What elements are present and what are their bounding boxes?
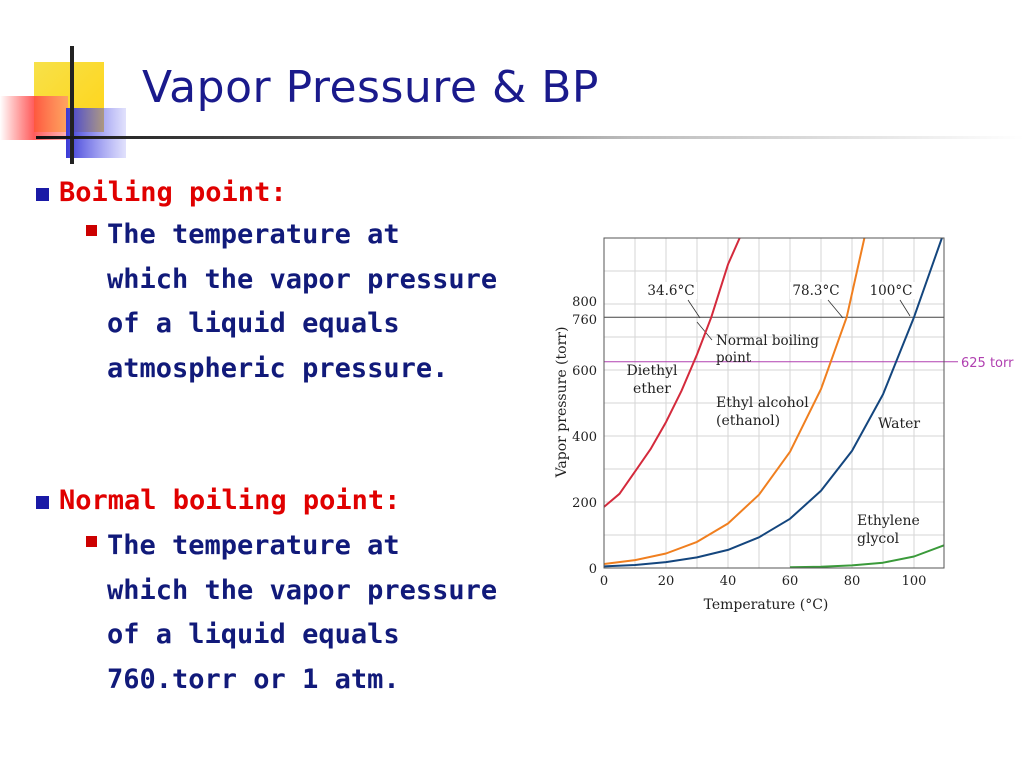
- y-tick-label: 400: [572, 430, 597, 445]
- y-tick-label: 200: [572, 496, 597, 511]
- y-tick-label: 760: [572, 313, 597, 328]
- series-line-ethylene: [789, 544, 944, 568]
- curve-label-water: Water: [878, 416, 920, 432]
- red-square-bullet-icon: [86, 536, 97, 547]
- series-line-water: [604, 238, 943, 568]
- boiling-point-annotation: 34.6°C: [647, 283, 694, 299]
- annotation-leader-line: [899, 299, 911, 317]
- y-tick-label: 800: [572, 295, 597, 310]
- blue-square-bullet-icon: [36, 188, 49, 201]
- corner-decoration: [0, 46, 126, 164]
- boiling-point-annotation: 78.3°C: [792, 283, 839, 299]
- annotation-bg: [790, 282, 842, 299]
- bullet-normal-boiling-point: Normal boiling point:: [36, 484, 400, 518]
- x-tick-label: 100: [902, 574, 927, 589]
- page-title: Vapor Pressure & BP: [142, 62, 599, 113]
- curve-label-ethyl: Ethyl alcohol: [716, 395, 809, 411]
- x-axis-label: Temperature (°C): [704, 597, 829, 613]
- annotation-bg: [865, 282, 917, 299]
- curve-label-ethyl: (ethanol): [716, 413, 780, 429]
- curve-label-diethyl: Diethyl: [626, 363, 678, 379]
- y-tick-label: 600: [572, 364, 597, 379]
- sub-bullet-boiling-point: The temperature at which the vapor press…: [86, 213, 497, 391]
- series-line-diethyl: [604, 238, 741, 508]
- sub-bullet-normal-boiling-point: The temperature at which the vapor press…: [86, 524, 497, 702]
- bullet-heading: Boiling point:: [59, 177, 287, 208]
- annotation-bg: [645, 282, 697, 299]
- bullet-detail: The temperature at which the vapor press…: [107, 219, 498, 384]
- y-tick-label: 0: [589, 562, 597, 577]
- bullet-heading: Normal boiling point:: [59, 485, 401, 516]
- x-tick-label: 0: [600, 574, 608, 589]
- reference-line-label: 625 torr: [961, 356, 1014, 371]
- boiling-point-annotation: 100°C: [870, 283, 913, 299]
- annotation-leader-line: [827, 299, 844, 319]
- x-tick-label: 40: [720, 574, 737, 589]
- x-tick-label: 80: [844, 574, 861, 589]
- annotation-leader-line: [687, 299, 701, 319]
- normal-boiling-point-label: point: [716, 350, 752, 366]
- x-tick-label: 20: [658, 574, 675, 589]
- red-square-bullet-icon: [86, 225, 97, 236]
- bullet-boiling-point: Boiling point:: [36, 176, 287, 210]
- plot-frame: [603, 237, 945, 569]
- x-tick-label: 60: [782, 574, 799, 589]
- label-leader-line: [696, 321, 713, 341]
- curve-label-diethyl: ether: [633, 381, 671, 397]
- y-axis-label: Vapor pressure (torr): [554, 327, 570, 479]
- blue-square-bullet-icon: [36, 496, 49, 509]
- bullet-detail: The temperature at which the vapor press…: [107, 530, 498, 695]
- curve-label-ethylene: glycol: [857, 531, 900, 547]
- curve-label-ethylene: Ethylene: [857, 513, 920, 529]
- series-line-ethyl: [604, 238, 866, 565]
- title-divider: [36, 136, 1024, 139]
- normal-boiling-point-label: Normal boiling: [716, 333, 819, 349]
